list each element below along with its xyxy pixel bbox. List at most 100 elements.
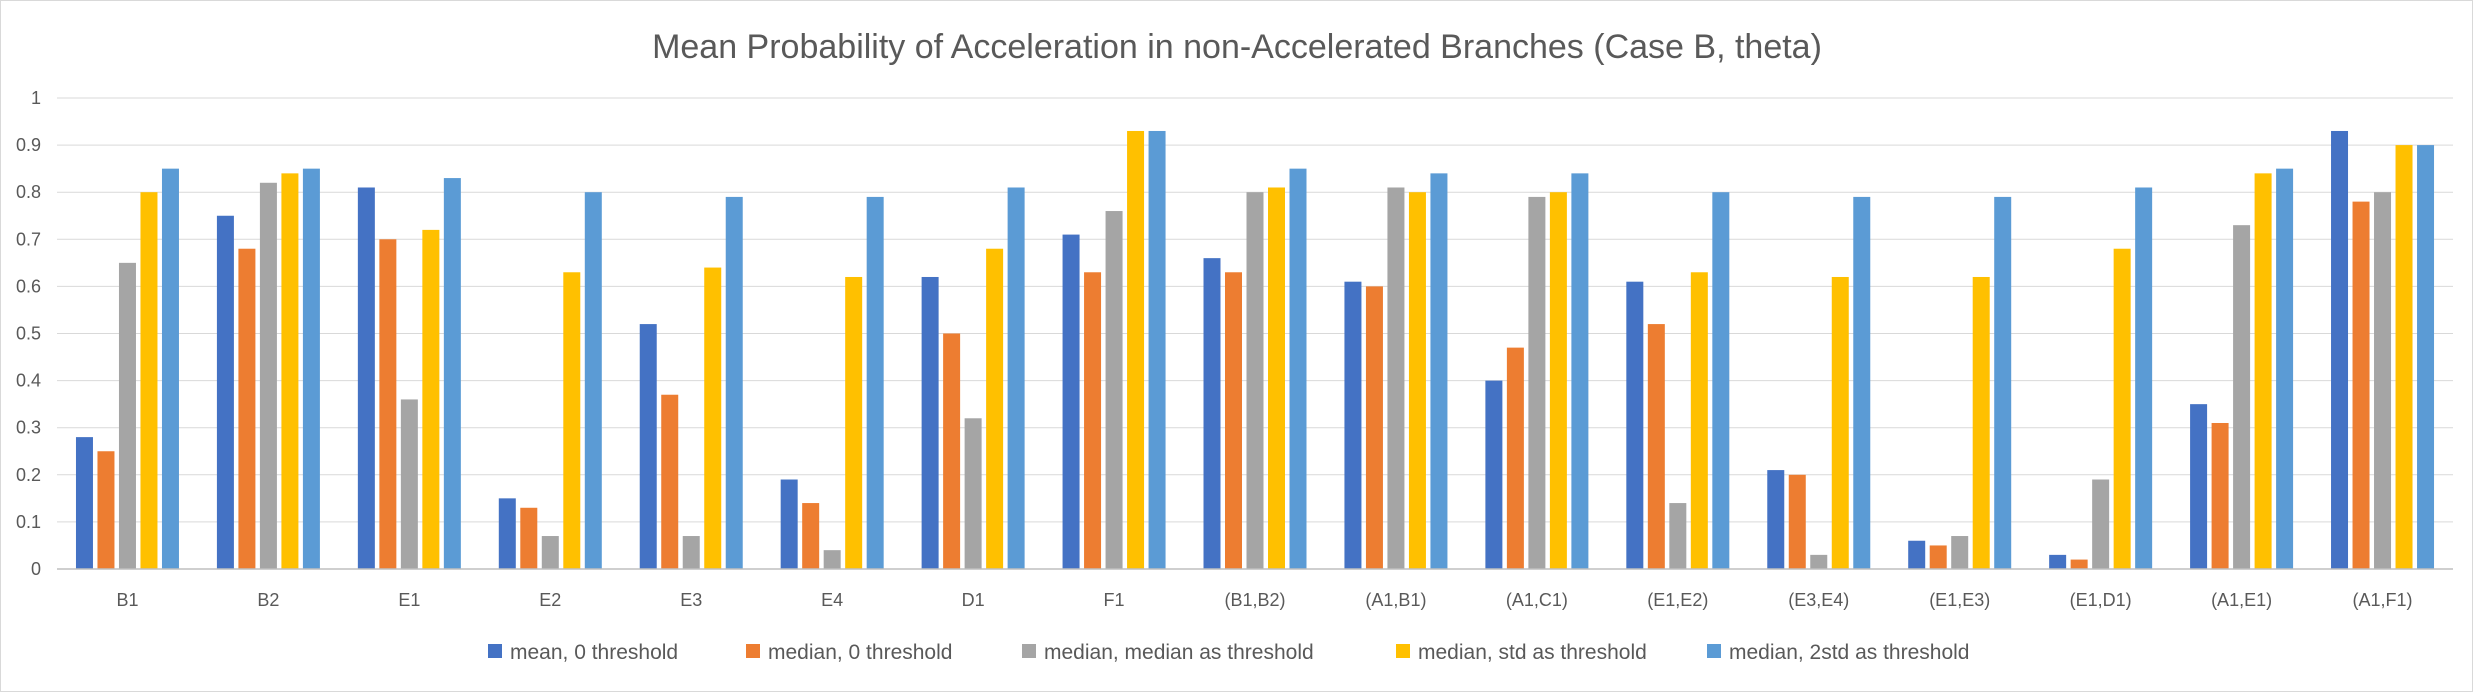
bar: [921, 276, 939, 569]
bar: [682, 536, 700, 569]
bar: [2331, 130, 2349, 569]
x-tick-label: (E1,E3): [1929, 590, 1990, 610]
bar: [1571, 173, 1589, 570]
y-tick-label: 0.4: [16, 371, 41, 391]
bar: [2374, 192, 2392, 569]
bar: [2352, 201, 2370, 569]
bar: [2417, 145, 2435, 569]
bar: [1127, 130, 1145, 569]
bar: [1289, 168, 1307, 569]
x-tick-label: (A1,E1): [2211, 590, 2272, 610]
bar: [161, 168, 179, 569]
bar: [140, 192, 158, 569]
y-tick-label: 1: [31, 88, 41, 108]
legend-swatch: [488, 644, 502, 658]
x-tick-label: (A1,B1): [1365, 590, 1426, 610]
bar: [823, 550, 841, 569]
bar: [2395, 145, 2413, 569]
bar: [238, 248, 256, 569]
bar: [379, 239, 397, 570]
x-tick-label: (E3,E4): [1788, 590, 1849, 610]
bar: [639, 324, 657, 569]
bar: [2211, 422, 2229, 569]
bar: [302, 168, 320, 569]
bar: [1430, 173, 1448, 570]
bar: [400, 399, 418, 569]
bar: [541, 536, 559, 569]
bar: [1788, 474, 1806, 569]
x-tick-label: D1: [962, 590, 985, 610]
legend-swatch: [1396, 644, 1410, 658]
bar: [2233, 225, 2251, 570]
bar: [1951, 536, 1969, 569]
bar: [2135, 187, 2153, 570]
legend-label: median, 0 threshold: [768, 641, 952, 664]
bar: [964, 418, 982, 569]
bar: [259, 182, 277, 569]
bar: [1549, 192, 1567, 569]
bar: [1246, 192, 1264, 569]
y-tick-label: 0: [31, 559, 41, 579]
x-tick-label: (A1,C1): [1506, 590, 1568, 610]
bar: [1084, 272, 1102, 569]
legend-swatch: [746, 644, 760, 658]
bar: [725, 196, 743, 569]
bar: [216, 215, 234, 569]
legend-swatch: [1022, 644, 1036, 658]
bar: [422, 229, 440, 569]
legend-swatch: [1707, 644, 1721, 658]
x-tick-label: E3: [680, 590, 702, 610]
bar: [704, 267, 722, 569]
bar: [2190, 404, 2208, 569]
bar: [1007, 187, 1025, 570]
y-tick-label: 0.1: [16, 512, 41, 532]
y-tick-label: 0.6: [16, 276, 41, 296]
bar: [1853, 196, 1871, 569]
x-tick-label: (E1,E2): [1647, 590, 1708, 610]
bar: [281, 173, 299, 570]
bar: [520, 507, 538, 569]
bar: [75, 437, 93, 569]
legend-label: mean, 0 threshold: [510, 641, 678, 664]
y-axis-tick-labels: 0 0.1 0.2 0.3 0.4 0.5 0.6 0.7 0.8 0.9 1: [16, 88, 41, 579]
bar: [2070, 559, 2088, 569]
legend: mean, 0 threshold median, 0 threshold medi…: [488, 641, 1969, 664]
x-tick-label: E1: [398, 590, 420, 610]
bar: [498, 498, 516, 569]
bar: [1365, 286, 1383, 569]
bar: [1506, 347, 1524, 569]
bar: [943, 333, 961, 569]
bar: [584, 192, 602, 569]
bar: [845, 276, 863, 569]
bar: [1105, 211, 1123, 570]
bar: [1203, 258, 1221, 569]
bar: [1810, 554, 1828, 569]
bar: [97, 451, 115, 569]
bar: [118, 262, 136, 569]
y-tick-label: 0.9: [16, 135, 41, 155]
bar: [1831, 276, 1849, 569]
legend-label: median, 2std as threshold: [1729, 641, 1969, 664]
bar: [1908, 540, 1926, 569]
bar: [2092, 479, 2110, 569]
bar: [1387, 187, 1405, 570]
bar: [866, 196, 884, 569]
bars: [75, 130, 2435, 570]
x-tick-label: E4: [821, 590, 843, 610]
bar: [1647, 324, 1665, 569]
bar: [1485, 380, 1503, 569]
bar: [1690, 272, 1708, 569]
bar: [1972, 276, 1990, 569]
x-tick-label: F1: [1104, 590, 1125, 610]
legend-label: median, std as threshold: [1418, 641, 1647, 664]
bar: [357, 187, 375, 570]
bar: [443, 178, 461, 569]
bar: [1344, 281, 1362, 569]
x-axis-tick-labels: B1 B2 E1 E2 E3 E4 D1 F1 (B1,B2) (A1,B1) (A1,C1) (E1…: [116, 590, 2412, 610]
x-tick-label: B1: [116, 590, 138, 610]
y-tick-label: 0.8: [16, 182, 41, 202]
bar: [986, 248, 1004, 569]
bar: [1994, 196, 2012, 569]
x-tick-label: (B1,B2): [1224, 590, 1285, 610]
